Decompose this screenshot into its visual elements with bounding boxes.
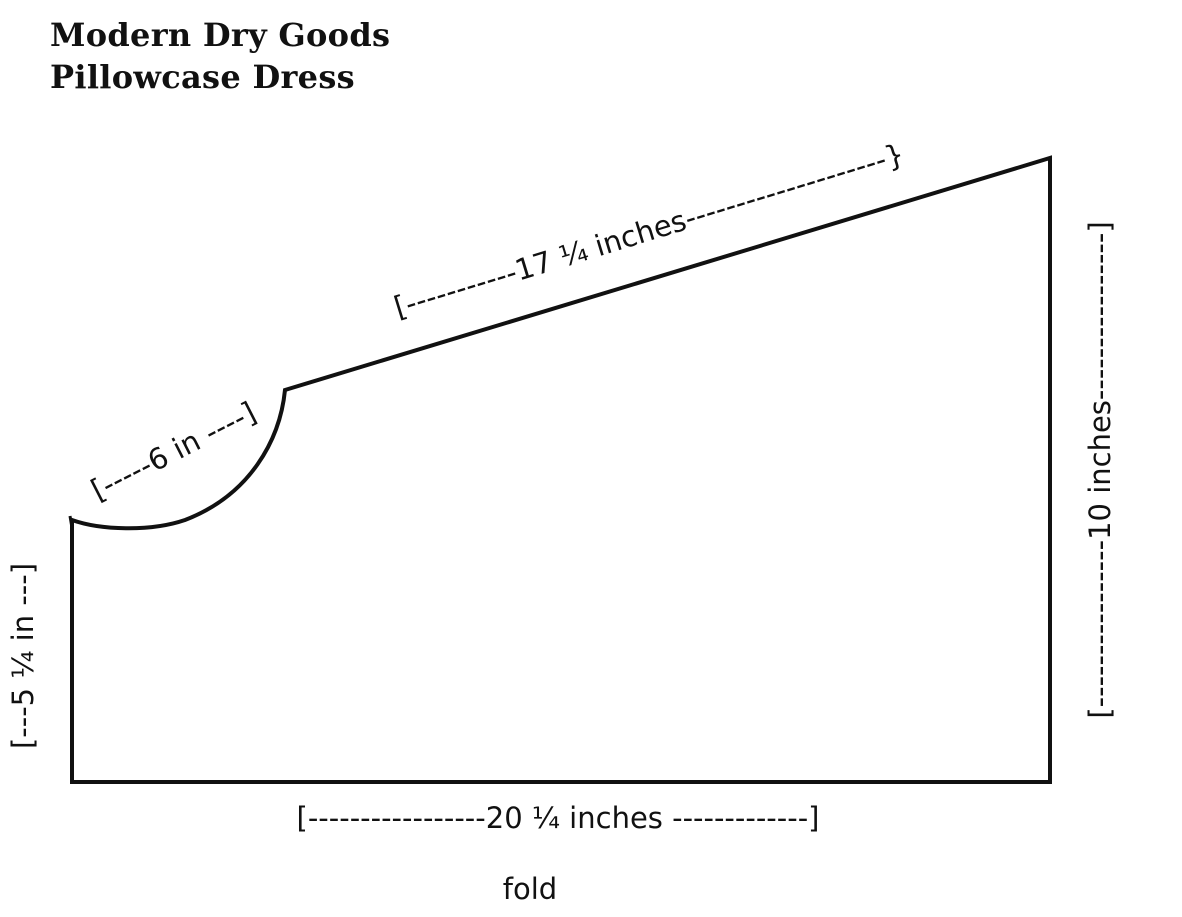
pattern-outline	[70, 155, 1052, 784]
shoulder-measurement-label: [-----------17 ¼ inches-----------------…	[390, 137, 908, 325]
neckline-notch	[68, 515, 74, 529]
title-block: Modern Dry Goods Pillowcase Dress	[50, 14, 390, 98]
title-pattern-name: Pillowcase Dress	[50, 58, 355, 96]
left-side-measurement-label: [---5 ¼ in ---]	[6, 563, 40, 749]
bottom-measurement-label: [-----------------20 ¼ inches ----------…	[297, 801, 820, 835]
fold-label: fold	[503, 872, 557, 906]
right-side-measurement-label: [----------------10 inches--------------…	[1083, 221, 1117, 718]
title-brand: Modern Dry Goods	[50, 16, 391, 54]
